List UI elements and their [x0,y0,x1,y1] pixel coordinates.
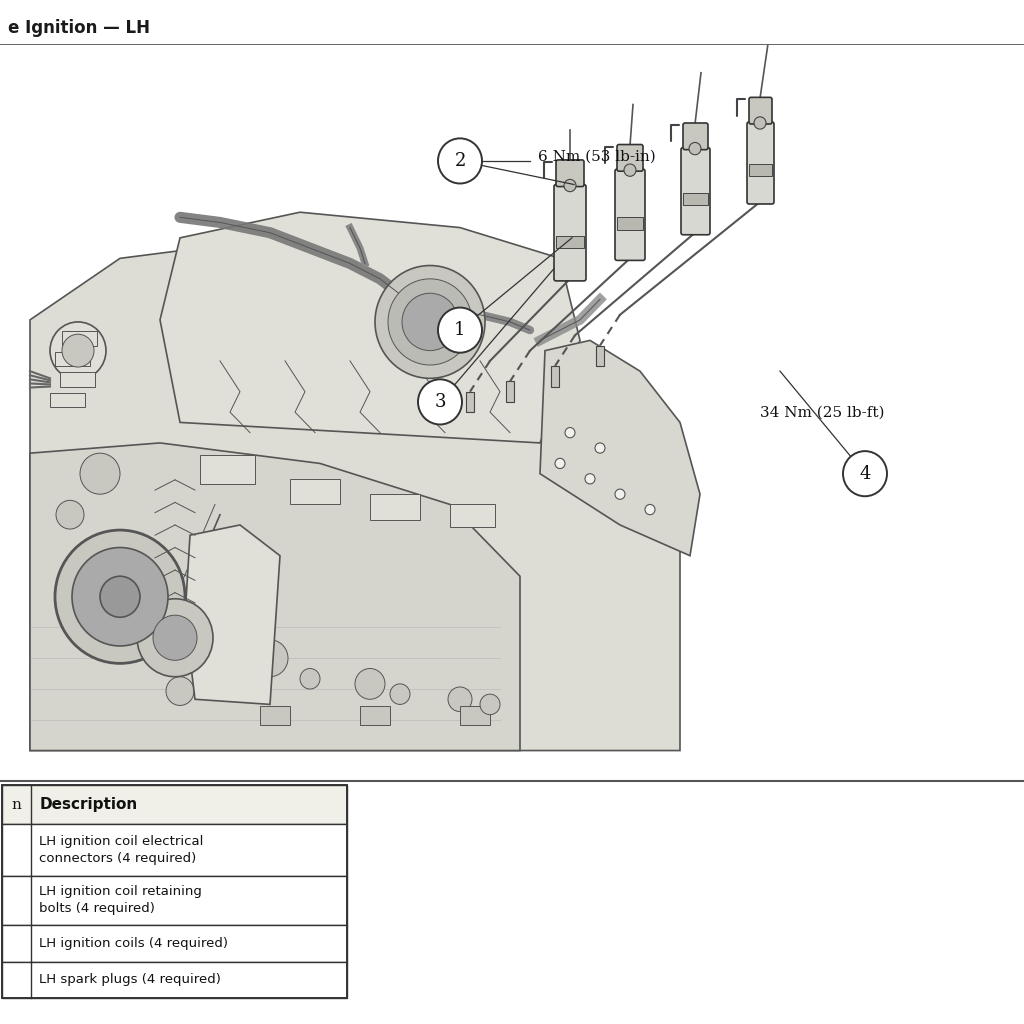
Bar [450,505,495,527]
Bar [370,495,420,520]
Circle shape [438,138,482,183]
Bar [2,962,347,998]
Polygon shape [30,238,680,751]
Bar [596,345,604,366]
Circle shape [153,615,197,660]
Text: 34 Nm (25 lb-ft): 34 Nm (25 lb-ft) [760,406,885,420]
Text: LH spark plugs (4 required): LH spark plugs (4 required) [40,974,221,986]
Bar [2,785,347,824]
Circle shape [300,669,319,689]
Bar [62,331,97,345]
Circle shape [555,459,565,469]
FancyBboxPatch shape [746,122,774,204]
Bar [2,824,347,876]
FancyBboxPatch shape [617,144,643,171]
Text: e Ignition — LH: e Ignition — LH [8,18,151,37]
Bar [360,707,390,725]
Bar [200,456,255,484]
Text: 1: 1 [455,322,466,339]
Text: 4: 4 [859,465,870,482]
Circle shape [166,677,194,706]
Circle shape [595,443,605,454]
Circle shape [689,142,701,155]
FancyBboxPatch shape [683,123,708,150]
Polygon shape [185,525,280,705]
Circle shape [80,454,120,495]
Text: LH ignition coils (4 required): LH ignition coils (4 required) [40,937,228,949]
Circle shape [252,640,288,677]
Circle shape [449,687,472,712]
Circle shape [388,279,472,365]
Circle shape [754,117,766,129]
Circle shape [100,577,140,617]
Circle shape [62,334,94,367]
Polygon shape [30,443,520,751]
Bar [50,392,85,407]
Bar [2,785,347,998]
Circle shape [137,599,213,677]
FancyBboxPatch shape [615,169,645,260]
Polygon shape [540,340,700,556]
Circle shape [645,505,655,515]
Text: 2: 2 [455,152,466,170]
Bar [749,164,772,176]
FancyBboxPatch shape [681,147,710,234]
Bar [556,236,584,248]
Circle shape [355,669,385,699]
Bar [60,372,95,386]
Circle shape [402,293,458,350]
Circle shape [615,489,625,500]
Bar [551,366,559,386]
Bar [460,707,490,725]
Circle shape [438,307,482,352]
Circle shape [375,265,485,378]
FancyBboxPatch shape [556,160,584,186]
Text: LH ignition coil electrical
connectors (4 required): LH ignition coil electrical connectors (… [40,835,204,865]
Polygon shape [160,212,580,443]
FancyBboxPatch shape [554,184,586,281]
Circle shape [390,684,410,705]
Circle shape [418,379,462,425]
Bar [466,391,474,412]
Circle shape [624,164,636,176]
Text: 3: 3 [434,393,445,411]
Bar [506,381,514,401]
Text: LH ignition coil retaining
bolts (4 required): LH ignition coil retaining bolts (4 requ… [40,885,203,915]
Circle shape [56,501,84,529]
Bar [290,479,340,505]
Circle shape [843,452,887,497]
Circle shape [55,530,185,664]
Circle shape [564,179,575,191]
FancyBboxPatch shape [749,97,772,124]
Circle shape [50,322,106,379]
Circle shape [585,474,595,484]
Circle shape [565,428,575,438]
Bar [2,925,347,962]
Text: 6 Nm (53 lb-in): 6 Nm (53 lb-in) [538,150,655,164]
Circle shape [72,548,168,646]
Bar [2,876,347,925]
Bar [260,707,290,725]
Text: n: n [11,798,22,812]
Bar [55,351,90,366]
Circle shape [480,694,500,715]
Bar [683,193,708,205]
Bar [617,217,643,229]
Text: Description: Description [40,798,138,812]
